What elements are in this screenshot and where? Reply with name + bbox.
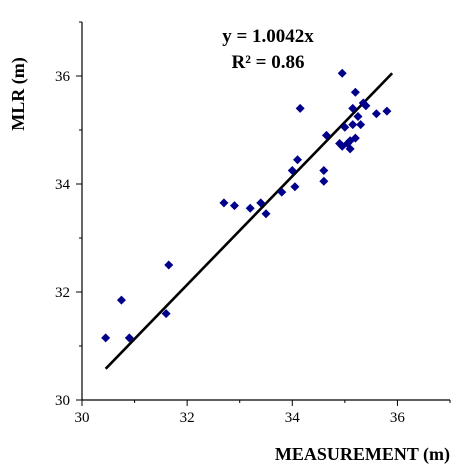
data-point [340, 122, 350, 132]
data-point [319, 176, 329, 186]
data-point [293, 155, 303, 165]
y-axis-title: MLR (m) [8, 57, 29, 130]
data-point [277, 187, 287, 197]
data-point [287, 166, 297, 175]
data-point [229, 201, 239, 211]
data-point [319, 166, 329, 175]
plot-area: 30 32 34 36 30 32 34 36 [55, 21, 451, 426]
data-point [290, 182, 300, 192]
data-point [350, 133, 360, 143]
x-tick-label: 32 [180, 410, 195, 426]
y-tick-label: 36 [55, 69, 71, 85]
data-point [101, 333, 111, 343]
y-tick-label: 34 [55, 177, 71, 193]
data-point [353, 112, 363, 121]
data-point [261, 209, 271, 219]
data-point [161, 309, 171, 319]
data-point [295, 103, 305, 113]
x-axis-title: MEASUREMENT (m) [275, 444, 450, 465]
data-point [345, 144, 355, 154]
y-tick-label: 32 [55, 285, 70, 301]
data-point [382, 106, 392, 116]
y-tick-label: 30 [55, 393, 70, 409]
data-point [356, 120, 366, 130]
data-point [337, 68, 347, 78]
x-tick-label: 36 [390, 410, 406, 426]
data-point [116, 295, 126, 305]
data-point [371, 109, 381, 119]
axis-ticks: 30 32 34 36 30 32 34 36 [55, 21, 451, 426]
x-tick-label: 34 [285, 410, 301, 426]
data-point [124, 333, 134, 343]
x-tick-label: 30 [75, 410, 90, 426]
equation-annotation: y = 1.0042x [222, 26, 314, 47]
data-point [321, 130, 331, 140]
data-point [348, 120, 358, 130]
data-point [164, 260, 174, 270]
data-point [219, 198, 229, 208]
data-points [101, 68, 392, 343]
data-point [361, 101, 371, 111]
data-point [256, 198, 266, 208]
data-point [350, 87, 360, 97]
data-point [245, 203, 255, 213]
data-point [348, 103, 358, 113]
r-squared-annotation: R² = 0.86 [232, 52, 305, 73]
trendline [104, 72, 394, 370]
trendline-group [104, 72, 394, 370]
